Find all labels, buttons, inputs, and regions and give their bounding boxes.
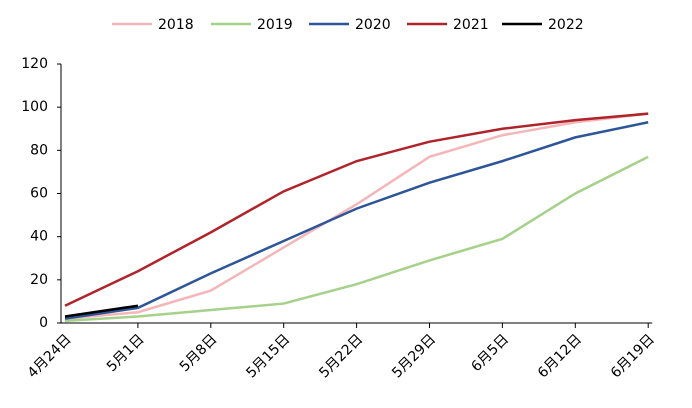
series-line [64,304,139,318]
y-tick-label: 40 [30,229,48,245]
x-tick-label: 5月29日 [389,331,439,381]
series-line [64,112,649,320]
legend-label: 2019 [257,17,293,33]
y-tick-label: 0 [39,315,48,331]
x-tick-label: 6月5日 [468,331,512,375]
series-line [64,155,649,323]
series-line [64,121,649,320]
x-tick-label: 6月12日 [535,331,585,381]
legend-label: 2022 [548,17,584,33]
x-tick-label: 5月8日 [177,331,221,375]
legend-label: 2018 [158,17,194,33]
legend-label: 2020 [355,17,391,33]
x-tick-label: 6月19日 [608,331,658,381]
x-tick-label: 5月22日 [316,331,366,381]
y-tick-label: 80 [30,142,48,158]
y-tick-label: 120 [21,56,48,72]
y-tick-label: 60 [30,186,48,202]
y-tick-label: 100 [21,99,48,115]
y-tick-label: 20 [30,272,48,288]
x-tick-label: 5月15日 [243,331,293,381]
series-line [64,112,649,307]
x-tick-label: 5月1日 [104,331,148,375]
x-tick-label: 4月24日 [25,331,75,381]
legend-label: 2021 [453,17,489,33]
